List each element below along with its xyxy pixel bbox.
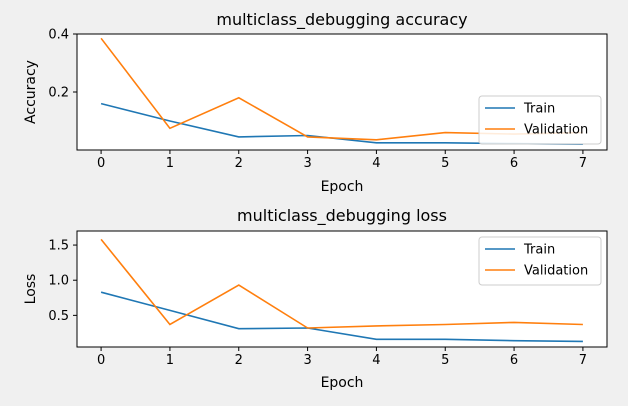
x-tick-label: 6 <box>510 156 518 171</box>
legend: Train Validation <box>478 95 602 145</box>
legend: Train Validation <box>478 236 602 286</box>
x-tick-label: 5 <box>441 156 449 171</box>
series-line-train <box>100 291 583 343</box>
y-axis-ticks: 0.5 1.0 1.5 <box>48 239 77 324</box>
x-tick-label: 5 <box>441 353 449 368</box>
x-axis-label: Epoch <box>321 179 364 195</box>
x-tick-label: 1 <box>166 353 174 368</box>
x-tick-label: 4 <box>372 353 380 368</box>
legend-label: Validation <box>524 123 588 138</box>
x-tick-label: 3 <box>303 353 311 368</box>
x-axis-ticks: 0 1 2 3 4 5 6 7 <box>97 150 587 171</box>
x-tick-label: 0 <box>97 156 105 171</box>
accuracy-chart: multiclass_debugging accuracy 0 1 2 3 4 5 6 7 0… <box>23 10 608 195</box>
y-axis-ticks: 0.2 0.4 <box>48 28 77 101</box>
x-axis-label: Epoch <box>321 375 364 391</box>
legend-label: Train <box>523 102 555 117</box>
x-tick-label: 3 <box>303 156 311 171</box>
y-axis-label: Accuracy <box>23 60 39 124</box>
legend-label: Train <box>523 243 555 258</box>
chart-title: multiclass_debugging accuracy <box>216 10 467 30</box>
series-line-validation <box>100 238 583 329</box>
x-tick-label: 7 <box>579 156 587 171</box>
x-tick-label: 2 <box>235 353 243 368</box>
loss-chart: multiclass_debugging loss 0 1 2 3 4 5 6 7 0.5 1.… <box>23 206 608 391</box>
chart-title: multiclass_debugging loss <box>237 206 447 226</box>
x-tick-label: 2 <box>235 156 243 171</box>
x-tick-label: 0 <box>97 353 105 368</box>
y-tick-label: 0.4 <box>48 28 69 43</box>
x-axis-ticks: 0 1 2 3 4 5 6 7 <box>97 347 587 368</box>
y-tick-label: 1.0 <box>48 274 69 289</box>
x-tick-label: 6 <box>510 353 518 368</box>
x-tick-label: 7 <box>579 353 587 368</box>
series-lines <box>100 238 583 343</box>
x-tick-label: 4 <box>372 156 380 171</box>
y-axis-label: Loss <box>23 274 39 305</box>
y-tick-label: 1.5 <box>48 239 69 254</box>
y-tick-label: 0.5 <box>48 309 69 324</box>
legend-label: Validation <box>524 264 588 279</box>
y-tick-label: 0.2 <box>48 86 69 101</box>
x-tick-label: 1 <box>166 156 174 171</box>
